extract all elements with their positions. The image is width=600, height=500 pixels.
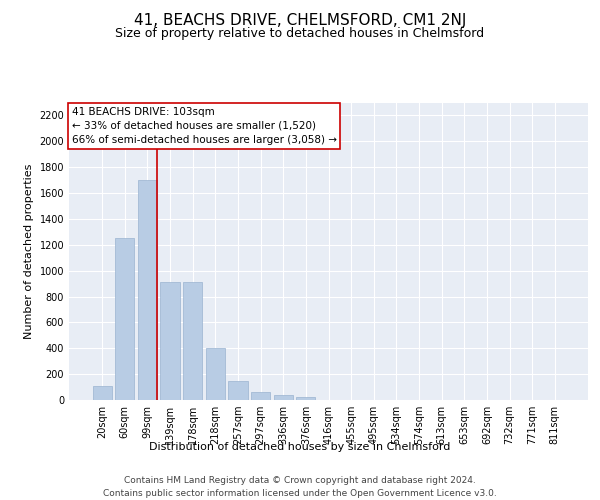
Bar <box>274 396 293 400</box>
Bar <box>296 397 316 400</box>
Text: 41, BEACHS DRIVE, CHELMSFORD, CM1 2NJ: 41, BEACHS DRIVE, CHELMSFORD, CM1 2NJ <box>134 12 466 28</box>
Text: Contains HM Land Registry data © Crown copyright and database right 2024.: Contains HM Land Registry data © Crown c… <box>124 476 476 485</box>
Bar <box>183 282 202 400</box>
Text: Size of property relative to detached houses in Chelmsford: Size of property relative to detached ho… <box>115 28 485 40</box>
Text: Distribution of detached houses by size in Chelmsford: Distribution of detached houses by size … <box>149 442 451 452</box>
Bar <box>92 386 112 400</box>
Bar <box>229 380 248 400</box>
Bar <box>251 392 270 400</box>
Bar <box>160 282 180 400</box>
Y-axis label: Number of detached properties: Number of detached properties <box>24 164 34 339</box>
Bar <box>206 348 225 400</box>
Bar <box>115 238 134 400</box>
Text: Contains public sector information licensed under the Open Government Licence v3: Contains public sector information licen… <box>103 489 497 498</box>
Bar <box>138 180 157 400</box>
Text: 41 BEACHS DRIVE: 103sqm
← 33% of detached houses are smaller (1,520)
66% of semi: 41 BEACHS DRIVE: 103sqm ← 33% of detache… <box>71 107 337 145</box>
